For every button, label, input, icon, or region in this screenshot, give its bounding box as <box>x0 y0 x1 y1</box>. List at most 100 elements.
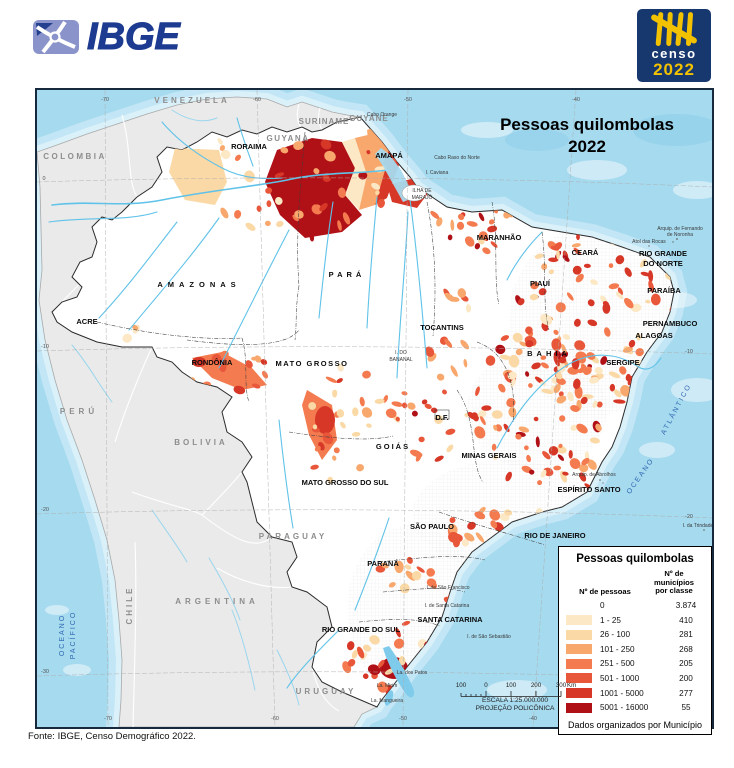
municipality-blob <box>317 219 324 225</box>
municipality-blob <box>421 399 428 405</box>
municipality-blob <box>537 480 543 486</box>
ibge-logo-text: IBGE <box>86 16 180 58</box>
municipality-blob <box>587 459 597 470</box>
map-label-state: ESPÍRITO SANTO <box>557 485 620 494</box>
municipality-blob <box>636 332 641 341</box>
municipality-blob <box>327 476 334 484</box>
municipality-blob <box>211 354 222 364</box>
municipality-blob <box>505 471 512 482</box>
municipality-blob <box>487 225 498 233</box>
map-label-feature: I. de São Sebastião <box>467 634 511 640</box>
municipality-blob <box>594 367 603 374</box>
municipality-blob <box>613 389 622 398</box>
map-label-state: GOIÁS <box>376 442 410 451</box>
municipality-blob <box>506 398 516 408</box>
map-label-grid: -60 <box>253 97 261 103</box>
legend-swatch <box>566 658 592 669</box>
municipality-blob <box>234 154 242 161</box>
municipality-blob <box>600 356 608 365</box>
municipality-blob <box>311 204 323 215</box>
municipality-blob <box>481 405 492 411</box>
municipality-blob <box>561 350 569 358</box>
map-label-grid: -10 <box>41 344 49 350</box>
municipality-blob <box>336 378 343 384</box>
legend-count: 55 <box>681 703 691 713</box>
municipality-blob <box>398 656 406 666</box>
municipality-blob <box>337 363 344 372</box>
state-borders <box>96 131 550 627</box>
map-label-state: ACRE <box>76 317 97 326</box>
municipality-blob <box>457 288 467 298</box>
municipality-blob <box>615 292 624 300</box>
municipality-blob <box>456 221 465 230</box>
municipality-blob <box>529 293 539 301</box>
country-borders <box>61 103 348 727</box>
legend-row: 101 - 250 268 <box>566 642 704 657</box>
municipality-blob <box>478 212 485 222</box>
municipality-blob <box>260 359 268 365</box>
map-label-state: SÃO PAULO <box>410 522 454 531</box>
scale-tick-label: 100 <box>455 682 467 689</box>
municipality-blob <box>540 313 553 326</box>
municipality-blob <box>369 635 380 645</box>
municipality-blob <box>561 344 567 354</box>
municipality-blob <box>495 344 506 355</box>
municipality-blob <box>254 355 262 363</box>
municipality-blob <box>362 150 375 160</box>
municipality-blob <box>548 257 559 263</box>
map-label-feature: I. de Santa Catarina <box>425 603 470 609</box>
municipality-blob <box>576 233 580 241</box>
municipality-blob <box>540 469 547 478</box>
municipality-blob <box>503 423 510 433</box>
municipality-blob <box>528 383 533 388</box>
municipality-blob <box>395 416 400 422</box>
scale-unit: Km <box>567 682 577 689</box>
municipality-blob <box>508 354 520 368</box>
municipality-blob <box>559 415 566 422</box>
municipality-blob <box>490 520 498 529</box>
municipality-blob <box>525 326 533 335</box>
municipality-blob <box>434 455 444 462</box>
municipality-blob <box>645 299 651 304</box>
map-label-state: PARAÍBA <box>647 286 681 295</box>
municipality-blob <box>404 564 412 570</box>
legend-count: 277 <box>679 688 693 698</box>
municipality-blob <box>391 401 403 407</box>
map-label-grid: -70 <box>101 97 109 103</box>
municipality-blob <box>608 263 614 268</box>
map-label-state: CEARÁ <box>572 248 599 257</box>
municipality-blob <box>595 423 602 432</box>
map-label-state: RIO GRANDE <box>639 249 687 258</box>
municipality-blob <box>580 396 588 405</box>
municipality-blob <box>531 362 541 370</box>
municipality-blob <box>482 247 491 255</box>
municipality-blob <box>624 267 632 277</box>
municipality-blob <box>575 273 584 283</box>
map-label-country: GUYANE <box>349 114 389 123</box>
municipality-blob <box>366 150 371 155</box>
map-label-grid: 0 <box>42 176 45 182</box>
municipality-blob <box>474 426 486 439</box>
municipality-blob <box>615 255 625 265</box>
legend-title: Pessoas quilombolas <box>576 553 694 565</box>
municipality-blob <box>535 436 540 448</box>
map-label-feature: MARAJÓ <box>412 194 433 201</box>
municipality-blob <box>602 300 610 307</box>
legend-count: 410 <box>679 615 693 625</box>
municipality-blob <box>346 641 355 651</box>
municipality-blob <box>567 391 574 402</box>
municipality-blob <box>579 472 587 482</box>
map-label-ocean: PACÍFICO <box>68 611 77 660</box>
municipality-blob <box>337 187 346 198</box>
municipality-blob <box>471 412 479 422</box>
map-label-feature: Arquip. de Fernando <box>657 226 703 232</box>
municipality-blob <box>131 324 139 331</box>
censo-logo-year: 2022 <box>653 60 695 79</box>
municipality-blob <box>334 159 342 164</box>
municipality-blob <box>234 210 242 219</box>
municipality-blob <box>498 383 506 393</box>
municipality-blob <box>542 450 551 460</box>
municipality-blob <box>640 271 651 277</box>
municipality-blob <box>556 445 567 454</box>
